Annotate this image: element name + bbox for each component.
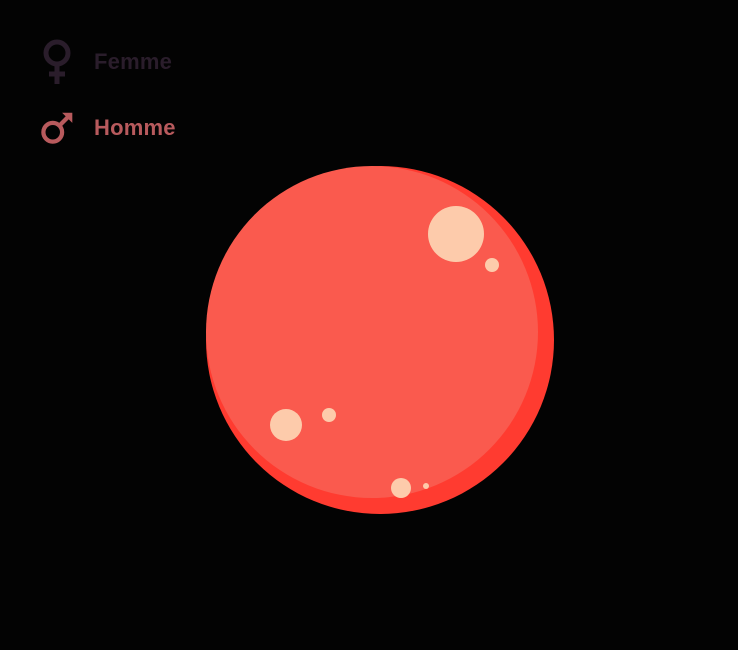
bubble — [322, 408, 336, 422]
bubble — [485, 258, 499, 272]
planet — [206, 166, 538, 498]
legend-label-homme: Homme — [94, 115, 176, 140]
legend-label-femme: Femme — [94, 49, 173, 74]
legend-item-homme[interactable]: Homme — [40, 104, 176, 152]
bubble — [428, 206, 484, 262]
mars-icon — [40, 104, 74, 152]
bubble — [391, 478, 411, 498]
bubble — [423, 483, 429, 489]
legend: Femme Homme — [40, 38, 176, 172]
legend-item-femme[interactable]: Femme — [40, 38, 176, 86]
venus-icon — [40, 38, 74, 86]
bubble — [270, 409, 302, 441]
